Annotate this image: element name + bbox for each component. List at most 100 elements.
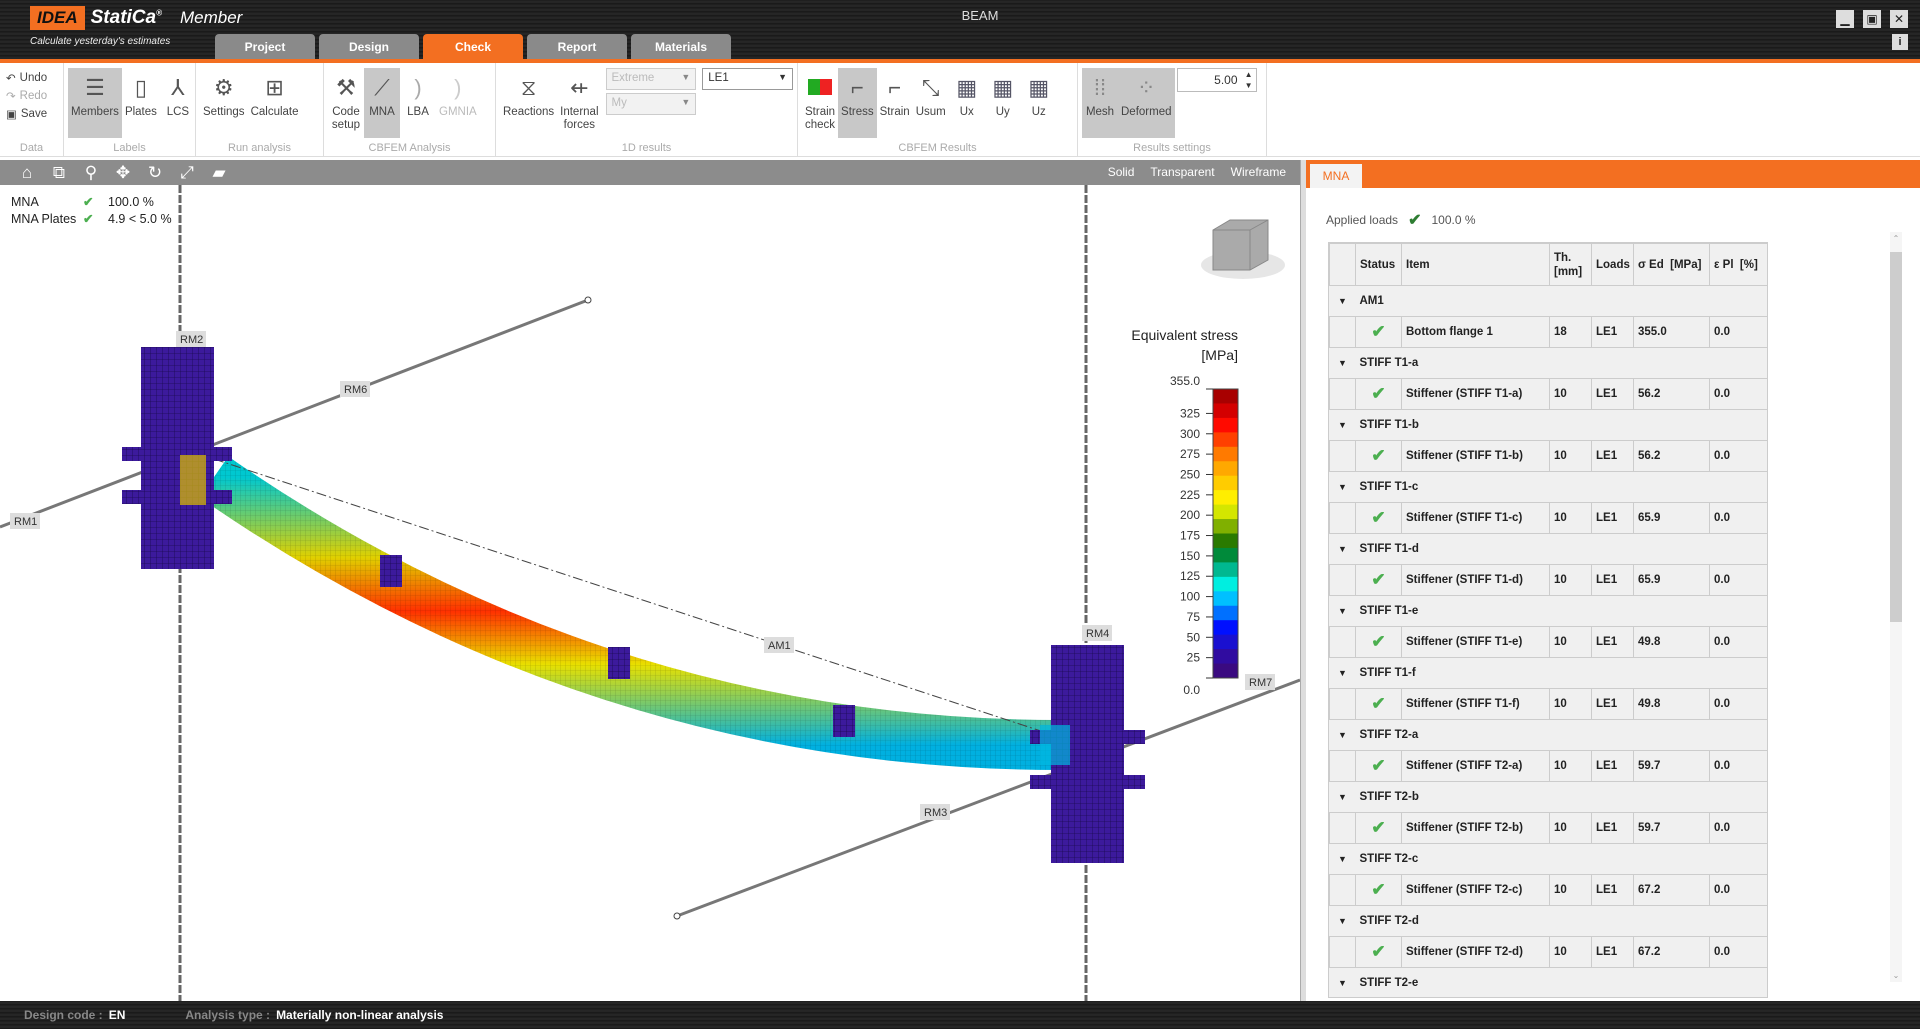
view-cube[interactable] <box>1201 219 1285 279</box>
column-header[interactable]: Th. [mm] <box>1549 243 1592 286</box>
internal-forces-button[interactable]: ⇷ Internal forces <box>557 68 601 138</box>
reactions-button[interactable]: ⧖ Reactions <box>500 68 557 138</box>
redo-button[interactable]: ↷ Redo <box>0 87 63 105</box>
stress-button[interactable]: ⌐ Stress <box>838 68 877 138</box>
table-row[interactable]: ✔ Stiffener (STIFF T1-f) 10 LE1 49.8 0.0 <box>1329 688 1767 720</box>
expand-icon[interactable]: ▼ <box>1329 595 1356 627</box>
settings-button[interactable]: ⚙ Settings <box>200 68 248 138</box>
code-setup-button[interactable]: ⚒ Code setup <box>328 68 364 138</box>
tab-report[interactable]: Report <box>527 34 627 59</box>
group-row[interactable]: ▼ STIFF T1-c <box>1329 471 1767 503</box>
uz-button[interactable]: ▦ Uz <box>1021 68 1057 138</box>
strain-button[interactable]: ⌐ Strain <box>877 68 913 138</box>
undo-button[interactable]: ↶ Undo <box>0 69 63 87</box>
table-row[interactable]: ✔ Stiffener (STIFF T2-d) 10 LE1 67.2 0.0 <box>1329 936 1767 968</box>
lcs-button[interactable]: ⅄ LCS <box>160 68 196 138</box>
spinner-icon[interactable]: ▲ ▼ <box>1244 70 1253 90</box>
zoom-icon[interactable]: ⚲ <box>84 162 98 182</box>
expand-icon[interactable]: ▼ <box>1329 719 1356 751</box>
column-header[interactable]: σ Ed [MPa] <box>1633 243 1710 286</box>
group-row[interactable]: ▼ STIFF T2-c <box>1329 843 1767 875</box>
usum-button[interactable]: ⤡ Usum <box>913 68 949 138</box>
ux-label: Ux <box>959 106 974 118</box>
panel-splitter[interactable] <box>1300 160 1306 1001</box>
table-row[interactable]: ✔ Stiffener (STIFF T1-c) 10 LE1 65.9 0.0 <box>1329 502 1767 534</box>
table-row[interactable]: ✔ Stiffener (STIFF T1-d) 10 LE1 65.9 0.0 <box>1329 564 1767 596</box>
tab-materials[interactable]: Materials <box>631 34 731 59</box>
expand-icon[interactable]: ▼ <box>1329 471 1356 503</box>
expand-icon[interactable]: ▼ <box>1329 285 1356 317</box>
expand-icon[interactable]: ▼ <box>1329 657 1356 689</box>
transparent-mode[interactable]: Transparent <box>1150 165 1215 179</box>
group-row[interactable]: ▼ STIFF T1-b <box>1329 409 1767 441</box>
solid-box-icon[interactable]: ▰ <box>212 162 226 182</box>
table-row[interactable]: ✔ Stiffener (STIFF T2-c) 10 LE1 67.2 0.0 <box>1329 874 1767 906</box>
column-header[interactable]: Loads <box>1591 243 1634 286</box>
column-header[interactable]: Item <box>1401 243 1550 286</box>
group-row[interactable]: ▼ STIFF T1-d <box>1329 533 1767 565</box>
mesh-button[interactable]: ⁞⁞ Mesh <box>1082 68 1118 138</box>
calculate-button[interactable]: ⊞ Calculate <box>248 68 302 138</box>
column-header[interactable]: Status <box>1355 243 1402 286</box>
scroll-up-icon[interactable]: ⌃ <box>1892 234 1900 243</box>
group-row[interactable]: ▼ STIFF T2-e <box>1329 967 1767 997</box>
expand-icon[interactable]: ▼ <box>1329 967 1356 997</box>
group-row[interactable]: ▼ STIFF T2-d <box>1329 905 1767 937</box>
table-row[interactable]: ✔ Stiffener (STIFF T2-a) 10 LE1 59.7 0.0 <box>1329 750 1767 782</box>
3d-viewport[interactable]: RM1 RM2 RM6 AM1 RM4 RM7 RM3 Equivalent s… <box>0 185 1300 1001</box>
group-row[interactable]: ▼ STIFF T2-a <box>1329 719 1767 751</box>
close-button[interactable]: ✕ <box>1890 10 1908 28</box>
group-row[interactable]: ▼ STIFF T1-e <box>1329 595 1767 627</box>
tab-mna[interactable]: MNA <box>1310 164 1362 188</box>
expand-icon[interactable]: ▼ <box>1329 905 1356 937</box>
column-header[interactable] <box>1329 243 1356 286</box>
scroll-down-icon[interactable]: ⌄ <box>1892 971 1900 980</box>
table-row[interactable]: ✔ Stiffener (STIFF T1-e) 10 LE1 49.8 0.0 <box>1329 626 1767 658</box>
table-row[interactable]: ✔ Stiffener (STIFF T2-b) 10 LE1 59.7 0.0 <box>1329 812 1767 844</box>
home-icon[interactable]: ⌂ <box>21 162 33 182</box>
expand-icon[interactable]: ▼ <box>1329 843 1356 875</box>
members-button[interactable]: ☰ Members <box>68 68 122 138</box>
uy-button[interactable]: ▦ Uy <box>985 68 1021 138</box>
minimize-button[interactable]: ▁ <box>1836 10 1854 28</box>
cell-eps: 0.0 <box>1709 688 1767 720</box>
expand-icon[interactable]: ▼ <box>1329 409 1356 441</box>
column-header[interactable]: ε Pl [%] <box>1709 243 1767 286</box>
group-row[interactable]: ▼ STIFF T1-f <box>1329 657 1767 689</box>
tab-project[interactable]: Project <box>215 34 315 59</box>
expand-icon[interactable]: ▼ <box>1329 781 1356 813</box>
table-row[interactable]: ✔ Bottom flange 1 18 LE1 355.0 0.0 <box>1329 316 1767 348</box>
zoom-window-icon[interactable]: ⧉ <box>52 162 66 182</box>
group-row[interactable]: ▼ STIFF T1-a <box>1329 347 1767 379</box>
scrollbar[interactable]: ⌃ ⌄ <box>1890 232 1902 982</box>
mna-button[interactable]: ⟋ MNA <box>364 68 400 138</box>
gmnia-button[interactable]: ) GMNIA <box>436 68 480 138</box>
rotate-icon[interactable]: ↻ <box>147 162 163 182</box>
strain-check-button[interactable]: Strain check <box>802 68 838 138</box>
maximize-button[interactable]: ▣ <box>1863 10 1881 28</box>
expand-icon[interactable]: ▼ <box>1329 533 1356 565</box>
solid-mode[interactable]: Solid <box>1107 165 1135 179</box>
lba-button[interactable]: ) LBA <box>400 68 436 138</box>
load-case-select[interactable]: LE1 ▼ <box>702 68 793 90</box>
wireframe-mode[interactable]: Wireframe <box>1230 165 1286 179</box>
save-button[interactable]: ▣ Save <box>0 105 63 123</box>
tab-design[interactable]: Design <box>319 34 419 59</box>
extreme-select[interactable]: Extreme ▼ <box>605 68 697 90</box>
deformed-button[interactable]: ⁘ Deformed <box>1118 68 1175 138</box>
table-row[interactable]: ✔ Stiffener (STIFF T1-b) 10 LE1 56.2 0.0 <box>1329 440 1767 472</box>
deformation-scale-input[interactable]: 5.00 ▲ ▼ <box>1176 68 1257 92</box>
component-select[interactable]: My ▼ <box>605 93 697 115</box>
table-row[interactable]: ✔ Stiffener (STIFF T1-a) 10 LE1 56.2 0.0 <box>1329 378 1767 410</box>
group-row[interactable]: ▼ AM1 <box>1329 285 1767 317</box>
info-button[interactable]: i <box>1892 34 1908 50</box>
ux-button[interactable]: ▦ Ux <box>949 68 985 138</box>
fit-icon[interactable]: ⤢ <box>180 162 194 182</box>
model-view[interactable]: RM1 RM2 RM6 AM1 RM4 RM7 RM3 Equivalent s… <box>0 185 1300 1001</box>
plates-button[interactable]: ▯ Plates <box>122 68 160 138</box>
pan-icon[interactable]: ✥ <box>115 162 131 182</box>
expand-icon[interactable]: ▼ <box>1329 347 1356 379</box>
scrollbar-thumb[interactable] <box>1890 252 1902 622</box>
group-row[interactable]: ▼ STIFF T2-b <box>1329 781 1767 813</box>
tab-check[interactable]: Check <box>423 34 523 59</box>
